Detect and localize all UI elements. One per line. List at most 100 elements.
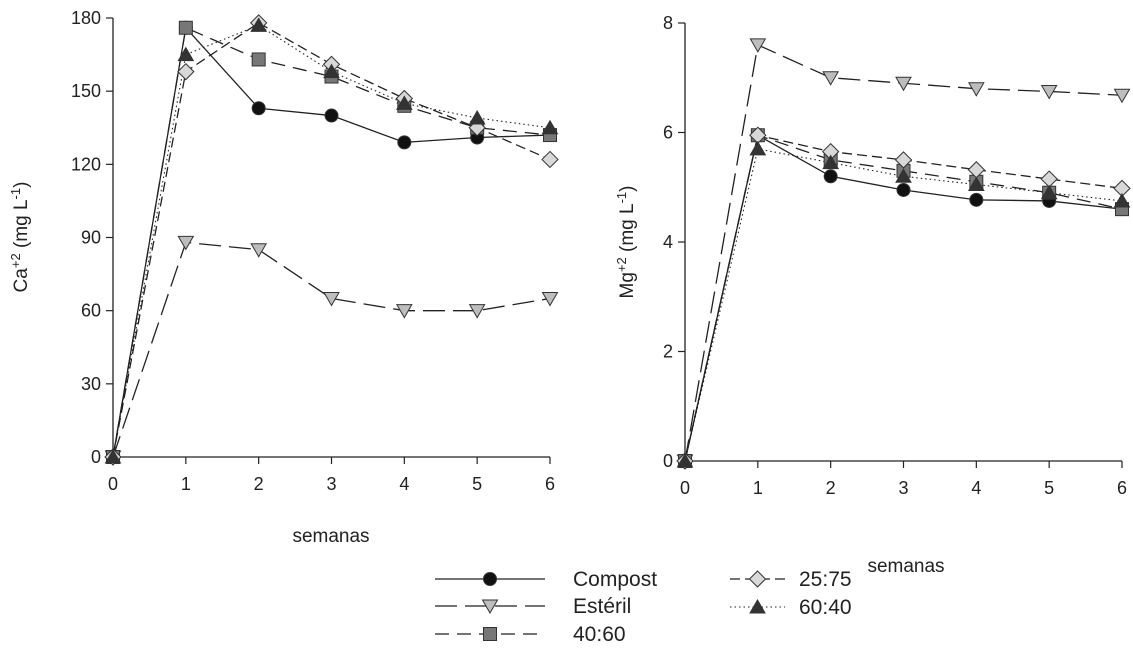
series-est-ril [112,241,551,458]
data-point-40-60 [178,20,193,35]
x-axis-label: semanas [867,556,944,577]
y-tick-label: 90 [81,228,101,248]
data-point-est-ril [1113,88,1131,104]
series-25-75 [112,22,551,458]
data-point-est-ril [895,76,912,92]
x-tick-label: 5 [1044,478,1054,498]
data-point-compost [896,182,911,197]
data-point-60-40 [177,46,195,62]
y-axis-label-part: (mg L [617,203,638,257]
y-tick-label: 120 [71,154,101,174]
y-tick-label: 150 [71,81,101,101]
y-axis-label-part: (mg L [11,199,32,253]
legend-entry-est-ril: Estéril [435,595,631,618]
legend-marker-swatch [749,598,766,614]
legend-entry-compost: Compost [435,568,657,591]
data-point-est-ril [250,243,268,258]
legend-label: 60:40 [799,596,852,619]
data-point-25-75 [541,150,559,169]
x-tick-label: 6 [545,474,555,494]
series-60-40 [112,24,551,458]
x-tick-label: 2 [254,474,264,494]
x-tick-label: 0 [680,478,690,498]
legend-label: 40:60 [573,623,626,646]
x-axis-label: semanas [292,526,369,547]
y-tick-label: 60 [81,301,101,321]
y-axis-label: Ca+2 (mg L-1) [8,182,32,293]
data-point-est-ril [177,235,195,251]
series-line-est-ril [112,241,551,458]
y-tick-label: 0 [91,447,101,467]
x-tick-label: 3 [898,478,908,498]
data-point-60-40 [676,452,694,468]
data-point-compost [823,169,838,184]
data-point-60-40 [395,95,413,110]
x-tick-label: 3 [326,474,336,494]
series-line-est-ril [684,43,1123,462]
data-point-est-ril [822,71,840,86]
data-point-60-40 [468,109,486,125]
y-axis-label-part: Mg [617,272,638,298]
x-tick-label: 6 [1117,478,1127,498]
y-axis-label-part: +2 [8,253,23,268]
x-tick-label: 1 [181,474,191,494]
legend-label: Compost [573,568,657,591]
series-est-ril [684,43,1123,462]
data-point-est-ril [541,291,559,307]
legend-entry-40-60: 40:60 [435,623,626,646]
y-axis-label-part: -1 [614,192,629,204]
data-point-25-75 [894,151,913,169]
y-tick-label: 180 [71,8,101,28]
y-tick-label: 6 [663,123,673,143]
data-point-60-40 [895,168,912,183]
legend: Compost Estéril 40:60 25:75 60:40 [435,568,852,646]
legend-marker-swatch [481,599,499,615]
legend-entry-25-75: 25:75 [730,568,852,591]
data-point-60-40 [541,119,559,135]
data-point-est-ril [323,291,340,307]
series-line-40-60 [112,26,551,458]
data-point-25-75 [1040,170,1058,188]
chart-panel-calcium: 0 30 60 90 120 150 180 0 1 2 3 4 5 6 semanas Ca+2 (mg L… [8,8,559,547]
data-point-compost [397,135,412,150]
x-tick-label: 0 [108,474,118,494]
y-tick-label: 8 [663,13,673,33]
data-point-est-ril [468,304,486,319]
data-point-60-40 [1113,192,1131,208]
x-tick-label: 2 [826,478,836,498]
y-axis-label-part: +2 [614,257,629,272]
y-axis-label-part: ) [617,186,638,192]
data-point-est-ril [749,38,767,53]
series-line-60-40 [112,24,551,458]
y-axis-label: Mg+2 (mg L-1) [614,186,638,299]
data-point-60-40 [967,176,985,192]
series-line-compost [112,26,551,458]
series-40-60 [112,26,551,458]
data-point-40-60 [251,52,266,67]
data-point-compost [324,108,339,123]
y-axis-label-part: ) [11,182,32,188]
legend-marker-swatch [748,570,767,588]
y-axis-label-part: Ca [11,268,32,293]
x-tick-label: 5 [472,474,482,494]
legend-label: 25:75 [799,568,852,591]
series-compost [112,26,551,458]
y-tick-label: 0 [663,451,673,471]
legend-label: Estéril [573,595,631,618]
data-point-60-40 [749,140,767,156]
x-tick-label: 4 [971,478,981,498]
y-tick-label: 30 [81,374,101,394]
data-point-est-ril [967,82,985,97]
data-point-60-40 [323,63,340,79]
y-tick-label: 2 [663,342,673,362]
data-point-compost [251,101,266,116]
data-point-60-40 [822,154,840,170]
data-point-compost [969,192,984,207]
chart-panel-magnesium: 0 2 4 6 8 0 1 2 3 4 5 6 semanas Mg+2 (mg L-1) [614,13,1131,577]
legend-marker-swatch [483,572,497,586]
y-tick-label: 4 [663,232,673,252]
x-tick-label: 1 [753,478,763,498]
data-point-60-40 [104,448,122,464]
data-point-est-ril [395,304,413,319]
y-axis-label-part: -1 [8,188,23,200]
